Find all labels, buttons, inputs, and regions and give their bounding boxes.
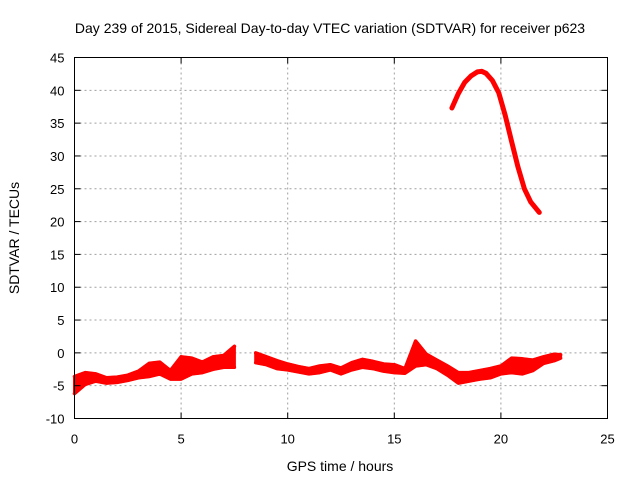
x-tick-label: 0 [71, 432, 78, 447]
grid [74, 57, 608, 419]
sdtvar-band-high-line [72, 339, 563, 380]
x-tick-label: 20 [494, 432, 508, 447]
y-tick-label: 15 [50, 247, 64, 262]
sdtvar-high-branch-line [449, 68, 542, 215]
y-tick-label: 10 [50, 280, 64, 295]
x-axis-label: GPS time / hours [287, 458, 394, 474]
y-tick-label: 35 [50, 116, 64, 131]
x-tick-label: 25 [600, 432, 614, 447]
y-tick-label: -5 [53, 379, 65, 394]
y-tick-label: -10 [46, 412, 65, 427]
y-tick-label: 0 [57, 346, 64, 361]
x-tick-label: 15 [387, 432, 401, 447]
y-tick-label: 25 [50, 182, 64, 197]
sdtvar-band-low-line [72, 356, 563, 396]
y-tick-label: 5 [57, 313, 64, 328]
x-axis-ticks: 0 5 10 15 20 25 [71, 57, 615, 447]
y-tick-label: 45 [50, 51, 64, 66]
x-tick-label: 10 [280, 432, 294, 447]
y-tick-label: 30 [50, 149, 64, 164]
x-tick-label: 5 [177, 432, 184, 447]
y-tick-label: 20 [50, 215, 64, 230]
plot-frame [74, 57, 608, 419]
data-series [72, 68, 563, 396]
chart-title: Day 239 of 2015, Sidereal Day-to-day VTE… [75, 20, 585, 36]
y-axis-label: SDTVAR / TECUs [6, 182, 22, 294]
y-axis-ticks: -10 -5 0 5 10 15 20 25 30 35 40 45 [46, 51, 608, 427]
y-tick-label: 40 [50, 83, 64, 98]
